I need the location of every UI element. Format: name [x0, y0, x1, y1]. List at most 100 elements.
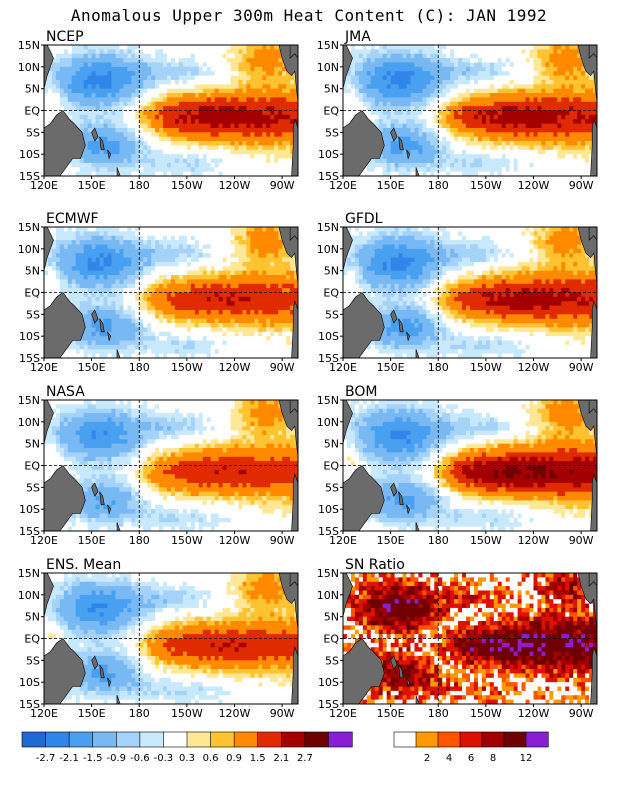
field-cell	[517, 145, 522, 151]
field-cell	[71, 119, 77, 124]
field-cell	[477, 167, 483, 173]
field-cell	[462, 49, 467, 55]
field-cell	[286, 154, 291, 159]
field-cell	[210, 58, 216, 63]
field-cell	[155, 66, 160, 72]
field-cell	[541, 132, 546, 138]
field-cell	[501, 75, 507, 81]
field-cell	[222, 261, 227, 267]
field-cell	[218, 149, 223, 155]
field-cell	[442, 84, 447, 90]
field-cell	[159, 288, 164, 293]
field-cell	[529, 119, 534, 124]
field-cell	[234, 261, 239, 267]
field-cell	[198, 167, 204, 173]
field-cell	[537, 58, 542, 63]
field-cell	[489, 97, 495, 103]
field-cell	[143, 62, 148, 68]
field-cell	[238, 127, 243, 133]
field-cell	[214, 266, 220, 272]
field-cell	[44, 270, 49, 276]
field-cell	[278, 97, 283, 103]
field-cell	[63, 93, 69, 98]
field-cell	[194, 71, 200, 76]
field-cell	[266, 171, 271, 176]
field-cell	[254, 101, 259, 107]
field-cell	[537, 71, 542, 76]
field-cell	[553, 127, 558, 133]
field-cell	[402, 158, 407, 164]
field-cell	[151, 53, 156, 59]
field-cell	[151, 288, 156, 293]
field-cell	[230, 97, 235, 103]
field-cell	[151, 266, 156, 272]
field-cell	[127, 62, 132, 68]
field-cell	[222, 132, 227, 138]
field-cell	[242, 141, 247, 146]
field-cell	[477, 110, 483, 116]
field-cell	[370, 114, 376, 120]
field-cell	[454, 75, 459, 81]
field-cell	[210, 270, 216, 276]
field-cell	[182, 114, 188, 120]
field-cell	[107, 45, 112, 50]
field-cell	[426, 123, 431, 129]
field-cell	[178, 53, 184, 59]
field-cell	[214, 167, 220, 173]
field-cell	[470, 162, 475, 168]
field-cell	[509, 93, 515, 98]
field-cell	[358, 75, 364, 81]
field-cell	[222, 127, 227, 133]
field-cell	[67, 275, 73, 280]
field-cell	[282, 261, 287, 267]
field-cell	[258, 244, 263, 250]
field-cell	[123, 101, 128, 107]
field-cell	[430, 141, 435, 146]
field-cell	[394, 101, 399, 107]
field-cell	[159, 275, 164, 280]
field-cell	[553, 114, 558, 120]
field-cell	[79, 253, 85, 258]
field-cell	[59, 88, 65, 94]
field-cell	[218, 75, 223, 81]
field-cell	[115, 145, 120, 151]
field-cell	[95, 79, 100, 85]
field-cell	[406, 88, 411, 94]
field-cell	[382, 93, 388, 98]
field-cell	[434, 71, 439, 76]
field-cell	[51, 279, 57, 285]
field-cell	[226, 45, 231, 50]
field-cell	[147, 79, 152, 85]
field-cell	[234, 132, 239, 138]
field-cell	[442, 53, 447, 59]
field-cell	[254, 288, 259, 293]
field-cell	[87, 119, 93, 124]
field-cell	[234, 288, 239, 293]
field-cell	[410, 136, 415, 142]
field-cell	[131, 227, 136, 232]
field-cell	[91, 123, 96, 129]
field-cell	[414, 145, 419, 151]
field-cell	[163, 127, 168, 133]
field-cell	[222, 257, 227, 263]
field-cell	[270, 45, 275, 50]
field-cell	[71, 66, 77, 72]
field-cell	[163, 97, 168, 103]
field-cell	[194, 158, 200, 164]
field-cell	[533, 79, 538, 85]
field-cell	[87, 66, 93, 72]
field-cell	[286, 253, 291, 258]
field-cell	[509, 171, 515, 176]
field-cell	[254, 71, 259, 76]
field-cell	[569, 53, 574, 59]
field-cell	[274, 283, 279, 289]
field-cell	[434, 141, 439, 146]
field-cell	[561, 66, 566, 72]
y-tick-label: 5S	[26, 126, 40, 139]
field-cell	[418, 66, 423, 72]
field-cell	[147, 132, 152, 138]
field-cell	[374, 162, 380, 168]
field-cell	[541, 149, 546, 155]
field-cell	[107, 123, 112, 129]
field-cell	[577, 110, 582, 116]
